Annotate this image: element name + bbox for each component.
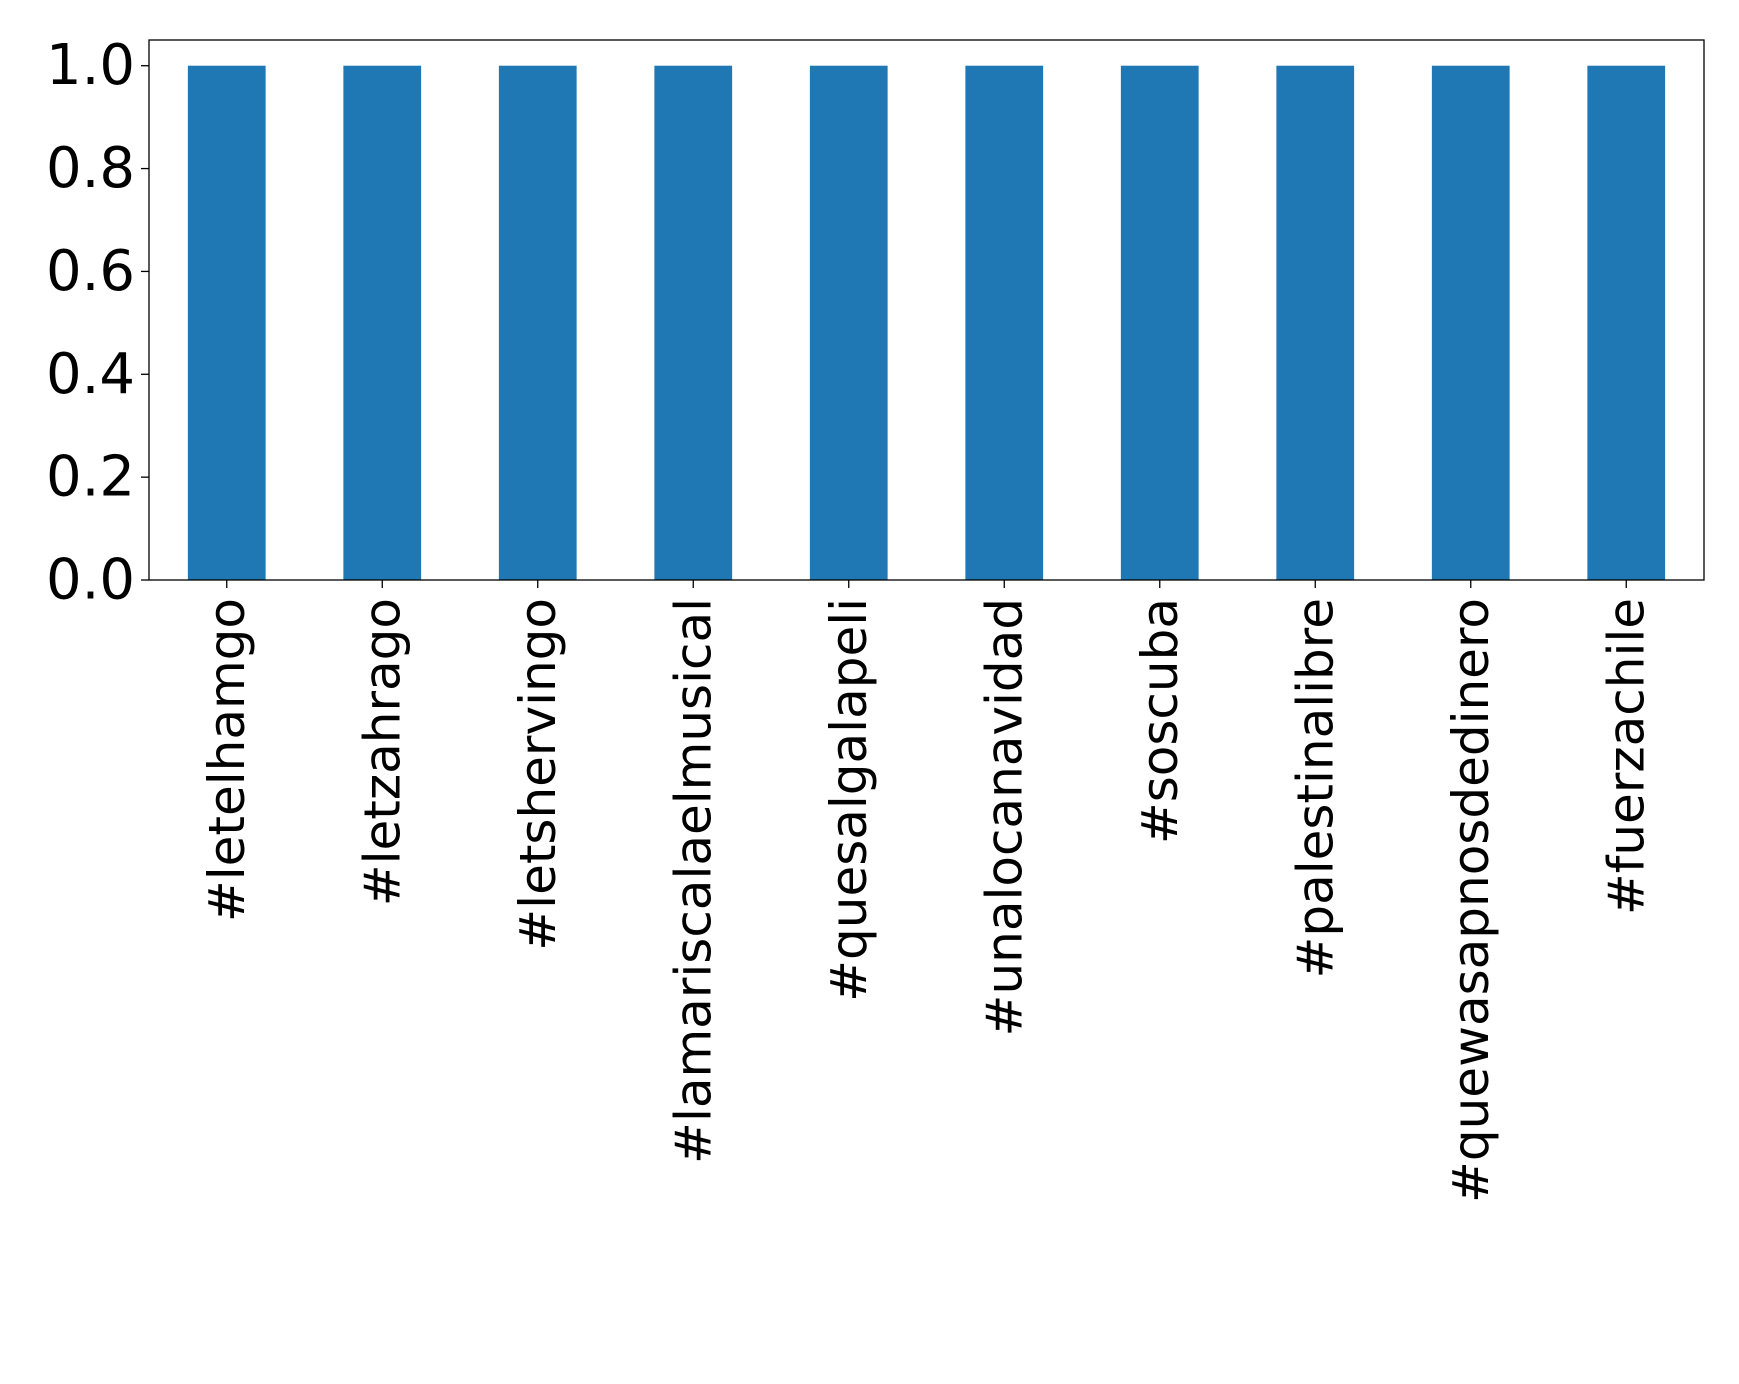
x-tick-label: #palestinalibre <box>1286 598 1344 979</box>
plot-frame <box>148 39 1705 581</box>
x-axis: #letelhamgo #letzahrago #letshervingo #lama… <box>198 580 1655 1203</box>
bar <box>1120 65 1199 580</box>
bar <box>498 65 577 580</box>
x-tick-label: #letzahrago <box>353 598 411 906</box>
x-tick-label: #lamariscalaelmusical <box>664 598 722 1164</box>
x-tick-label: #letshervingo <box>509 598 567 951</box>
bar <box>809 65 888 580</box>
y-tick-label: 0.4 <box>46 342 135 407</box>
x-tick-label: #unalocanavidad <box>975 598 1033 1036</box>
x-tick-label: #soscuba <box>1131 598 1189 844</box>
bar <box>1276 65 1355 580</box>
bars-group <box>187 65 1666 580</box>
bar <box>343 65 422 580</box>
bar <box>654 65 733 580</box>
x-tick-label: #quesalgalapeli <box>820 598 878 1002</box>
y-axis: 0.0 0.2 0.4 0.6 0.8 1.0 <box>46 33 149 613</box>
y-tick-label: 1.0 <box>46 33 135 98</box>
y-tick-label: 0.8 <box>46 136 135 201</box>
bar <box>1431 65 1510 580</box>
y-tick-label: 0.2 <box>46 445 135 510</box>
y-tick-label: 0.0 <box>46 548 135 613</box>
x-tick-label: #letelhamgo <box>198 598 256 922</box>
y-tick-label: 0.6 <box>46 239 135 304</box>
bar <box>965 65 1044 580</box>
bar <box>1587 65 1666 580</box>
x-tick-label: #quewasapnosdedinero <box>1442 598 1500 1203</box>
x-tick-label: #fuerzachile <box>1597 598 1655 915</box>
bar <box>187 65 266 580</box>
